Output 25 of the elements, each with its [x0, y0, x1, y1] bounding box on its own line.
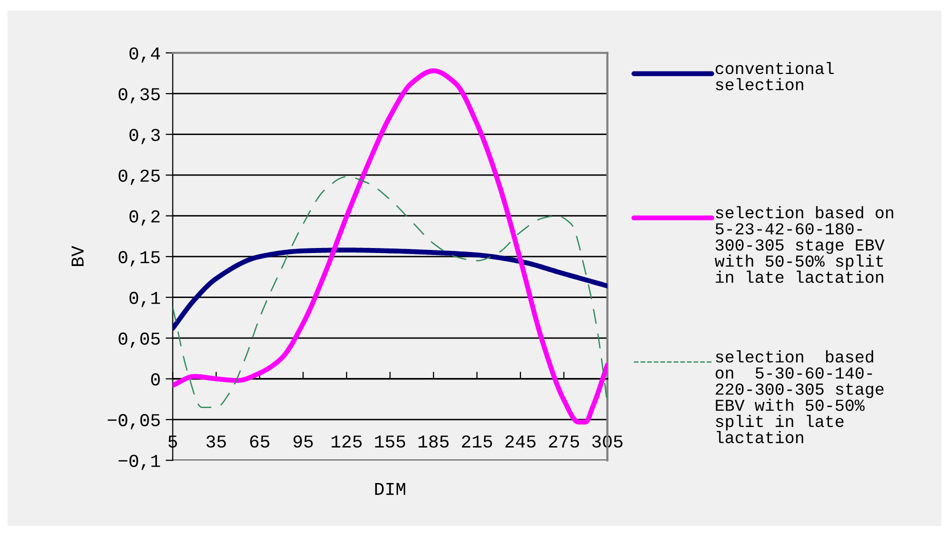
legend-label: selection based on 5-23-42-60-180- 300-305 stage EBV with 50-50% split in late lactation: [714, 206, 894, 283]
x-tick-label: 125: [332, 435, 362, 448]
y-axis-title: BV: [72, 246, 84, 266]
y-tick-label: 0: [151, 373, 160, 386]
x-tick-label: 155: [375, 436, 406, 448]
x-tick-label: 65: [250, 435, 270, 448]
x-tick-label: 275: [548, 435, 579, 448]
x-tick-label: 245: [505, 435, 536, 448]
y-tick-label: 0,2: [130, 210, 160, 226]
y-tick-label: 0,3: [130, 128, 160, 144]
x-tick-label: 95: [294, 435, 313, 448]
x-axis-title: DIM: [375, 482, 406, 495]
x-tick-label: 35: [206, 435, 226, 448]
y-tick-label: −0,1: [118, 454, 160, 470]
y-tick-label: 0,4: [130, 47, 160, 63]
legend-label: conventional selection: [716, 62, 834, 90]
y-tick-label: 0,1: [130, 292, 160, 308]
y-tick-label: −0,05: [108, 414, 160, 430]
x-tick-label: 215: [462, 435, 492, 448]
y-tick-label: 0,05: [118, 332, 160, 348]
x-tick-label: 185: [418, 435, 449, 448]
legend-label: selection based on 5-30-60-140- 220-300-305 stage EBV with 50-50% split in late lactation: [716, 350, 884, 444]
y-tick-label: 0,25: [118, 170, 160, 185]
y-tick-label: 0,35: [118, 88, 160, 104]
y-tick-label: 0,15: [118, 251, 160, 266]
